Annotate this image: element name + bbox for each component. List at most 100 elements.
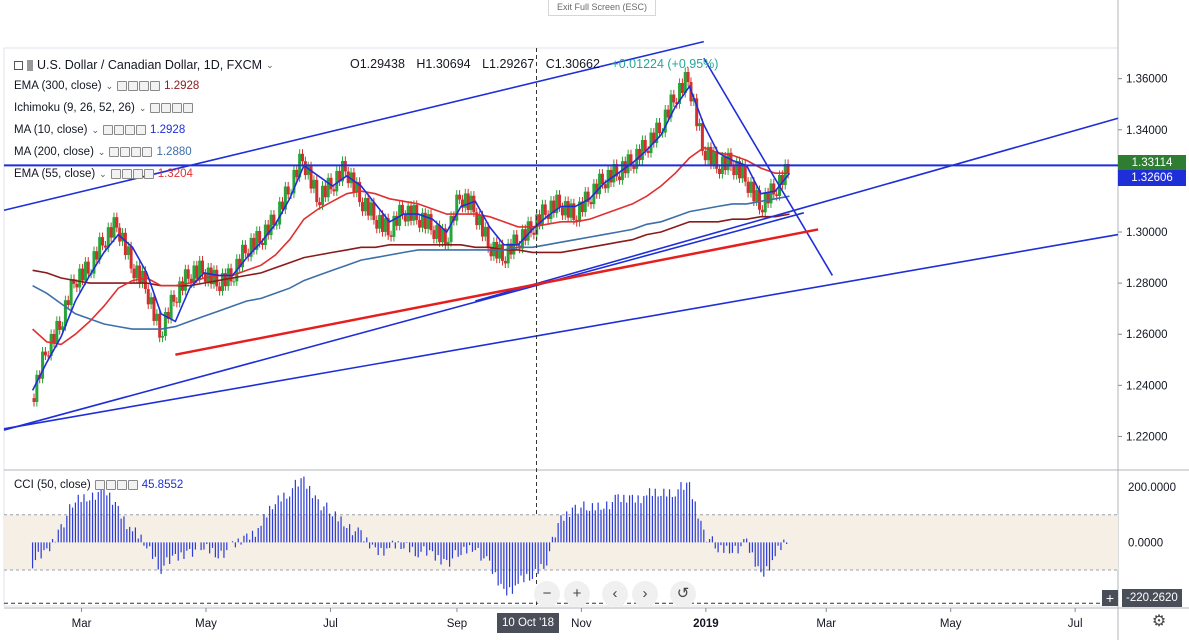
gear-icon[interactable]: ⚙ [1151, 613, 1167, 630]
candle-body [135, 265, 139, 279]
candle-body [678, 83, 682, 104]
chevron-down-icon[interactable]: ⌄ [138, 102, 147, 113]
indicator-buttons[interactable] [103, 125, 147, 135]
collapse-icon[interactable] [14, 60, 23, 70]
candle-body [215, 269, 219, 287]
candle-body [95, 251, 99, 260]
candle-body [241, 244, 245, 268]
candle-body [543, 204, 547, 215]
crosshair-add-icon[interactable]: + [1102, 590, 1118, 606]
indicator-value: 1.2928 [164, 80, 200, 92]
candle-body [152, 297, 156, 321]
candle-body [566, 201, 570, 218]
indicator-label[interactable]: Ichimoku (9, 26, 52, 26) [14, 102, 135, 114]
indicator-legend-row: EMA (55, close) ⌄ 1.3204 [14, 168, 193, 180]
candle-body [272, 214, 276, 226]
candle-body [555, 194, 559, 214]
zoom-in-button[interactable]: + [564, 581, 590, 607]
chevron-down-icon[interactable]: ⌄ [266, 59, 274, 70]
candle-body [749, 181, 753, 193]
chevron-down-icon[interactable]: ⌄ [105, 80, 114, 91]
candle-body [269, 214, 273, 236]
candle-body [263, 224, 267, 246]
candle-body [46, 355, 50, 357]
candle-body [478, 215, 482, 226]
scroll-back-button[interactable]: ‹ [602, 581, 628, 607]
indicator-label[interactable]: EMA (55, close) [14, 168, 96, 180]
candle-body [395, 215, 399, 226]
candle-body [129, 246, 133, 269]
candle-body [398, 204, 402, 226]
candle-body [786, 164, 790, 174]
candle-body [58, 320, 62, 330]
price-tick-label: 1.22000 [1126, 431, 1168, 443]
series-icon [27, 59, 33, 71]
candle-body [41, 351, 45, 379]
candle-body [32, 398, 36, 402]
candle-body [420, 212, 424, 228]
candle-body [686, 72, 690, 82]
candle-body [738, 161, 742, 179]
candle-body [586, 191, 590, 203]
time-tick-label: Nov [571, 618, 592, 630]
candle-body [115, 217, 119, 228]
candle-body [680, 83, 684, 93]
reset-chart-button[interactable]: ↺ [670, 581, 696, 607]
candle-body [103, 245, 107, 248]
series-layer [31, 67, 791, 407]
exit-fullscreen-button[interactable]: Exit Full Screen (ESC) [548, 0, 656, 16]
candle-body [580, 201, 584, 213]
candle-body [109, 227, 113, 238]
ohlc-close: C1.30662 [545, 57, 600, 71]
trendline [703, 57, 834, 276]
candle-body [595, 183, 599, 195]
candle-body [318, 202, 322, 206]
zoom-out-button[interactable]: − [534, 581, 560, 607]
candle-body [112, 217, 116, 238]
candle-body [166, 311, 170, 319]
indicator-value: 1.2928 [150, 124, 186, 136]
indicator-buttons[interactable] [150, 103, 194, 113]
candle-body [760, 209, 764, 213]
candle-body [86, 261, 90, 274]
candle-body [98, 237, 102, 260]
indicator-label[interactable]: MA (10, close) [14, 124, 88, 136]
symbol-title[interactable]: U.S. Dollar / Canadian Dollar, 1D, FXCM [37, 58, 263, 72]
indicator-label[interactable]: EMA (300, close) [14, 80, 102, 92]
candle-body [649, 132, 653, 154]
chevron-down-icon[interactable]: ⌄ [91, 124, 100, 135]
candle-body [275, 224, 279, 226]
cci-buttons[interactable] [94, 480, 138, 490]
candle-body [143, 270, 147, 289]
indicator-buttons[interactable] [109, 147, 153, 157]
indicator-label[interactable]: MA (200, close) [14, 146, 94, 158]
candle-body [243, 244, 247, 254]
candle-body [569, 203, 573, 218]
candle-body [426, 214, 430, 229]
candle-body [63, 300, 67, 327]
trendline [3, 212, 805, 431]
candle-body [138, 265, 142, 284]
candle-body [75, 283, 79, 288]
candle-body [443, 228, 447, 246]
chevron-down-icon[interactable]: ⌄ [97, 146, 106, 157]
candle-body [715, 151, 719, 169]
series-ema-55-close [32, 146, 790, 346]
candle-body [572, 203, 576, 220]
cci-label[interactable]: CCI (50, close) [14, 479, 91, 491]
candle-body [552, 200, 556, 214]
indicator-buttons[interactable] [117, 81, 161, 91]
candle-body [752, 181, 756, 202]
candle-body [449, 215, 453, 242]
candle-body [81, 268, 85, 281]
chevron-down-icon[interactable]: ⌄ [99, 168, 107, 179]
candle-body [415, 204, 419, 220]
candle-body [78, 268, 82, 288]
candle-body [412, 204, 416, 221]
indicator-buttons[interactable] [110, 169, 154, 179]
candle-body [326, 177, 330, 198]
indicator-legend-row: MA (10, close) ⌄ 1.2928 [14, 124, 185, 136]
scroll-forward-button[interactable]: › [632, 581, 658, 607]
candle-body [83, 261, 87, 281]
